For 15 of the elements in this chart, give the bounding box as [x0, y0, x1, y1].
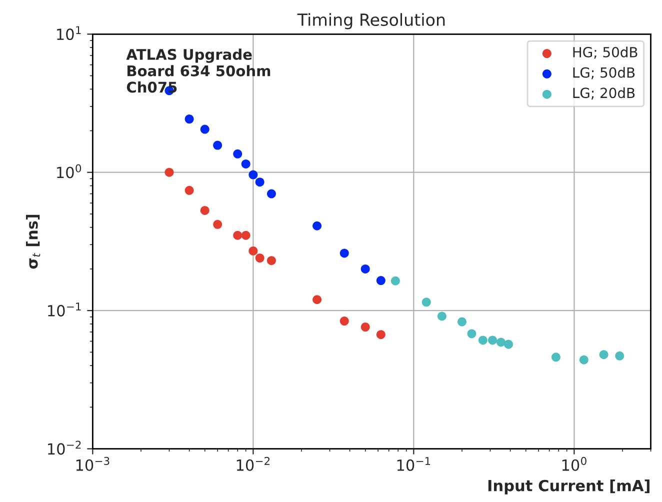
y-tick-label: 10$^{0}$ — [57, 164, 82, 178]
legend-label: LG; 20dB — [573, 87, 635, 100]
annotation: ATLAS Upgrade Board 634 50ohm Ch075 — [126, 48, 270, 93]
legend-label: LG; 50dB — [573, 67, 635, 80]
y-tick-label: 10$^{1}$ — [57, 26, 81, 40]
y-axis-title: σ$_{t}$ [ns] — [26, 214, 40, 269]
y-tick-label: 10$^{−2}$ — [48, 440, 81, 455]
x-tick-label: 10$^{−1}$ — [397, 457, 430, 471]
x-tick-label: 10$^{0}$ — [562, 456, 586, 471]
y-tick-label: 10$^{−1}$ — [48, 302, 81, 316]
x-tick-label: 10$^{−3}$ — [76, 456, 110, 471]
x-tick-label: 10$^{−2}$ — [236, 456, 270, 471]
x-axis-title: Input Current [mA] — [488, 480, 650, 494]
chart-title: Timing Resolution — [297, 13, 445, 30]
legend-label: HG; 50dB — [573, 46, 638, 59]
